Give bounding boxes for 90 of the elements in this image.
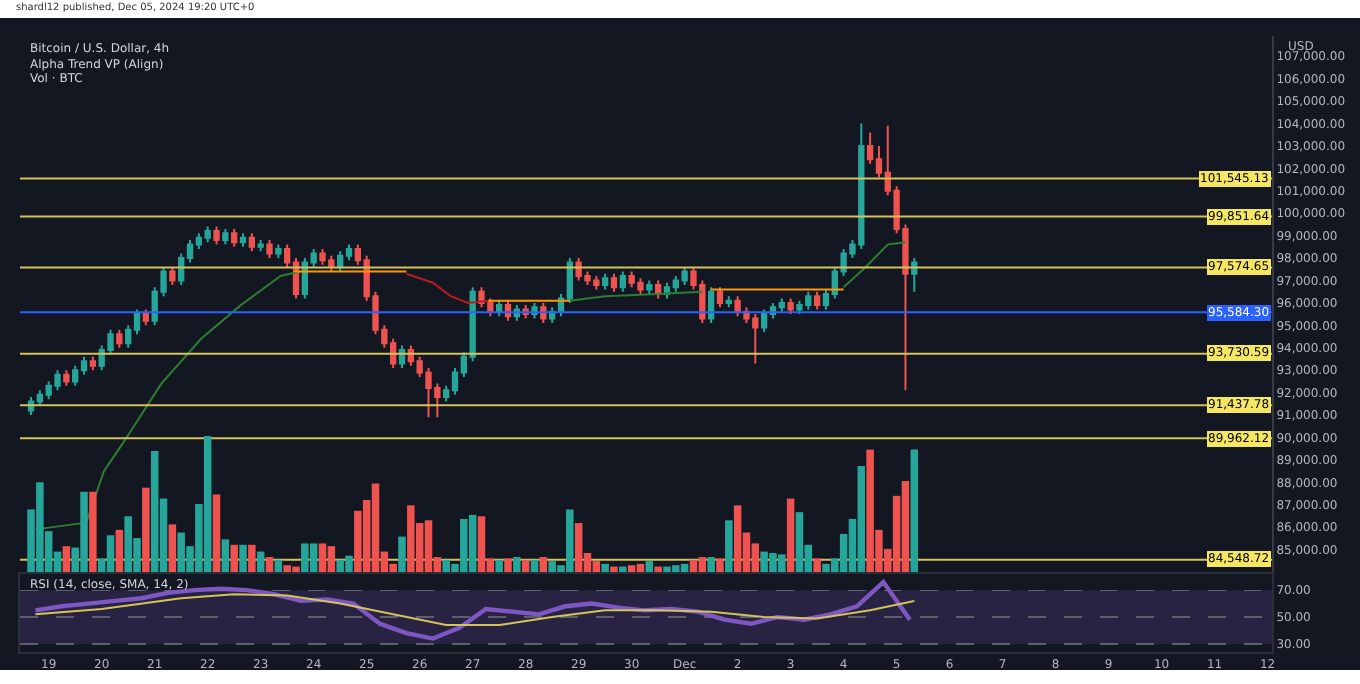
bar <box>707 557 715 572</box>
bar <box>495 559 503 572</box>
bar <box>716 558 724 572</box>
candlestick <box>275 243 282 260</box>
bar <box>407 505 415 572</box>
candlestick <box>778 297 785 313</box>
bar <box>698 557 707 572</box>
bar <box>477 516 486 572</box>
bar <box>504 558 512 572</box>
candlestick <box>725 295 732 309</box>
candlestick <box>787 297 794 316</box>
bar <box>733 505 742 572</box>
bar <box>645 561 654 572</box>
bar <box>142 487 150 572</box>
bar <box>115 529 124 572</box>
bar <box>539 557 548 572</box>
candlestick <box>142 308 150 327</box>
candlestick <box>716 286 724 309</box>
bar <box>221 539 230 572</box>
bar <box>318 543 327 572</box>
candlestick <box>681 266 688 286</box>
bar <box>168 524 177 572</box>
bar <box>592 561 601 572</box>
candlestick <box>231 227 238 248</box>
candlestick <box>911 257 918 293</box>
bar <box>530 559 539 572</box>
line-series <box>33 579 913 641</box>
bar <box>256 551 265 572</box>
bar <box>725 520 733 572</box>
candlestick <box>707 286 715 325</box>
bar <box>62 546 71 572</box>
bar <box>239 544 247 572</box>
bar <box>795 512 804 572</box>
candlestick <box>601 272 609 291</box>
bar <box>619 566 627 572</box>
candlestick <box>248 232 256 253</box>
bar <box>371 483 380 572</box>
bar <box>654 566 662 572</box>
candlestick <box>116 328 123 349</box>
bar <box>212 494 221 572</box>
candlestick <box>222 227 229 246</box>
line-series <box>405 272 490 304</box>
bar <box>106 535 115 572</box>
line-series <box>34 593 916 627</box>
bar <box>327 546 336 572</box>
bar <box>89 491 97 572</box>
candlestick <box>257 239 264 253</box>
bar <box>301 543 309 572</box>
bar <box>513 557 521 572</box>
bar <box>857 465 866 572</box>
candlestick <box>213 225 220 246</box>
bar <box>813 558 821 572</box>
candlestick <box>760 308 768 334</box>
candlestick <box>72 364 79 387</box>
bar <box>636 563 645 572</box>
candlestick <box>239 232 247 248</box>
bar <box>601 563 609 572</box>
bar <box>230 544 238 572</box>
bar <box>574 523 583 572</box>
bar <box>398 536 406 572</box>
candlestick <box>619 270 626 293</box>
bar <box>265 557 274 572</box>
candlestick <box>813 290 821 311</box>
bar <box>248 544 256 572</box>
candlestick <box>796 299 803 316</box>
candlestick <box>204 225 211 244</box>
bar <box>610 566 618 572</box>
bar <box>901 480 910 572</box>
bar <box>786 498 795 572</box>
candlestick <box>89 355 97 372</box>
bar <box>424 520 433 572</box>
candlestick <box>63 369 70 387</box>
candlestick <box>36 389 44 408</box>
bar <box>274 559 283 572</box>
candlestick <box>266 239 273 260</box>
bar <box>521 559 530 572</box>
bar <box>680 563 689 572</box>
candlestick <box>169 266 176 286</box>
bar <box>309 543 318 572</box>
candlestick <box>54 369 61 392</box>
candlestick <box>610 272 618 293</box>
bar <box>910 449 919 572</box>
candlestick <box>646 279 653 295</box>
bar <box>468 514 477 572</box>
bar <box>689 559 698 572</box>
bar <box>203 436 212 572</box>
candlestick <box>345 243 353 262</box>
bar <box>627 565 636 572</box>
bar <box>150 450 159 572</box>
candlestick <box>734 295 741 318</box>
